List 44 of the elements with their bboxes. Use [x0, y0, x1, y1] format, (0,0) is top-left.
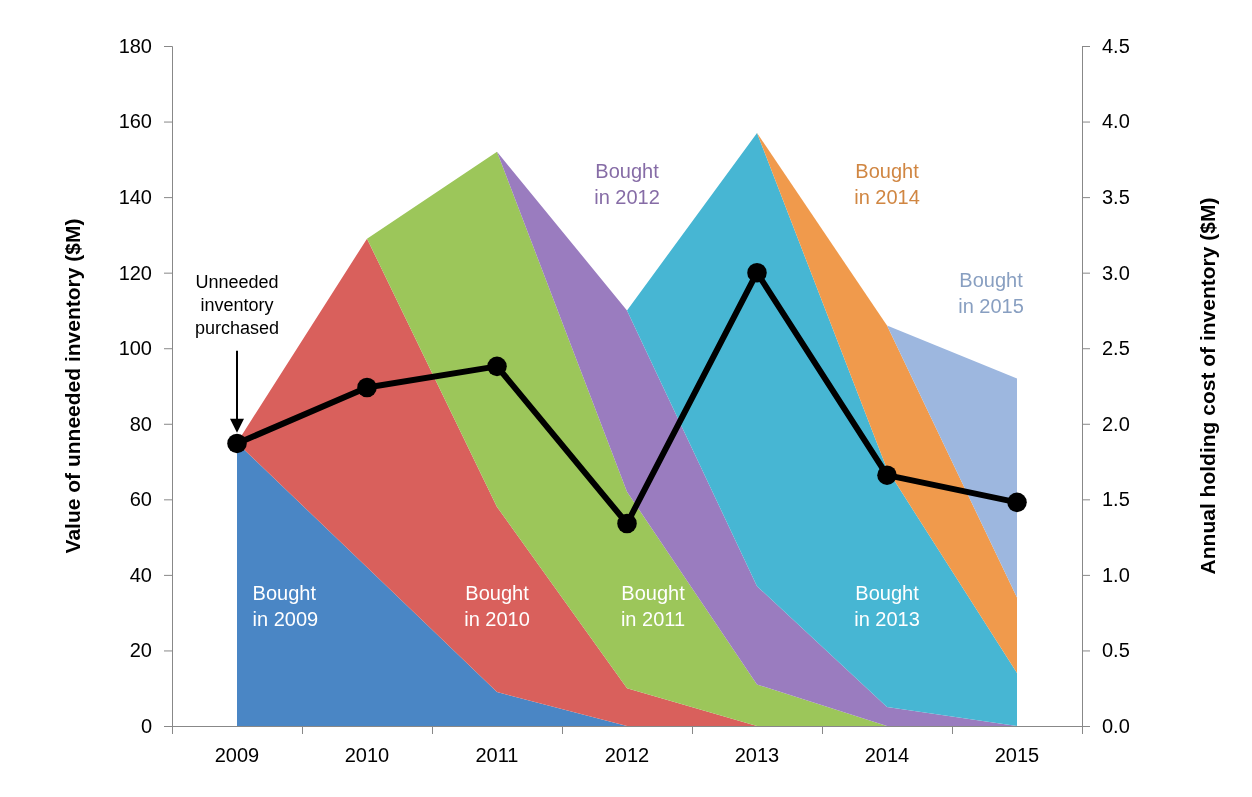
point: [227, 433, 247, 454]
y2-tick-label: 2.5: [1102, 337, 1130, 360]
y-tick-label: 100: [118, 337, 152, 360]
y2-tick-label: 3.0: [1102, 261, 1130, 284]
point: [747, 262, 767, 283]
x-tick-label: 2015: [994, 744, 1040, 766]
y-tick-label: 80: [129, 412, 152, 435]
point: [617, 513, 637, 534]
y-tick-label: 0: [140, 714, 152, 737]
x-tick-label: 2010: [344, 744, 390, 766]
annotation: Bought in 2015: [958, 268, 1024, 317]
y2-tick-label: 0.0: [1102, 714, 1130, 737]
y2-tick-label: 4.5: [1102, 34, 1130, 57]
y-tick-label: 40: [129, 563, 152, 586]
x-tick-label: 2012: [604, 744, 650, 766]
annotation: Bought in 2014: [854, 160, 920, 208]
y2-tick-label: 3.5: [1102, 186, 1130, 209]
point: [877, 465, 897, 485]
x-tick-label: 2013: [734, 744, 780, 766]
y-tick-label: 160: [118, 110, 152, 133]
y-tick-label: 20: [129, 639, 152, 662]
x-tick-label: 2009: [214, 744, 260, 766]
y2-tick-label: 1.5: [1102, 488, 1130, 511]
point: [487, 356, 507, 377]
y-tick-label: 140: [118, 186, 152, 209]
y-tick-label: 60: [129, 488, 152, 511]
point: [1007, 492, 1027, 513]
x-tick-label: 2011: [475, 744, 519, 766]
y2-tick-label: 1.0: [1102, 563, 1130, 586]
annotation: Bought in 2013: [854, 581, 920, 630]
x-tick-label: 2014: [864, 744, 910, 766]
point: [357, 377, 377, 398]
y-tick-label: 120: [118, 261, 152, 284]
y-axis-title: Value of unneeded inventory ($M): [61, 218, 84, 554]
y2-tick-label: 2.0: [1102, 412, 1130, 435]
annotation: Unneeded inventory purchased: [194, 271, 280, 338]
annotation: Bought in 2011: [620, 581, 686, 630]
y-tick-label: 180: [118, 34, 152, 57]
annotation: Bought in 2012: [594, 160, 660, 208]
y2-tick-label: 0.5: [1102, 639, 1130, 662]
y2-axis-title: Annual holding cost of inventory ($M): [1196, 197, 1219, 575]
annotation: Bought in 2009: [252, 581, 319, 630]
annotation: Bought in 2010: [464, 581, 530, 630]
y2-tick-label: 4.0: [1102, 110, 1130, 133]
